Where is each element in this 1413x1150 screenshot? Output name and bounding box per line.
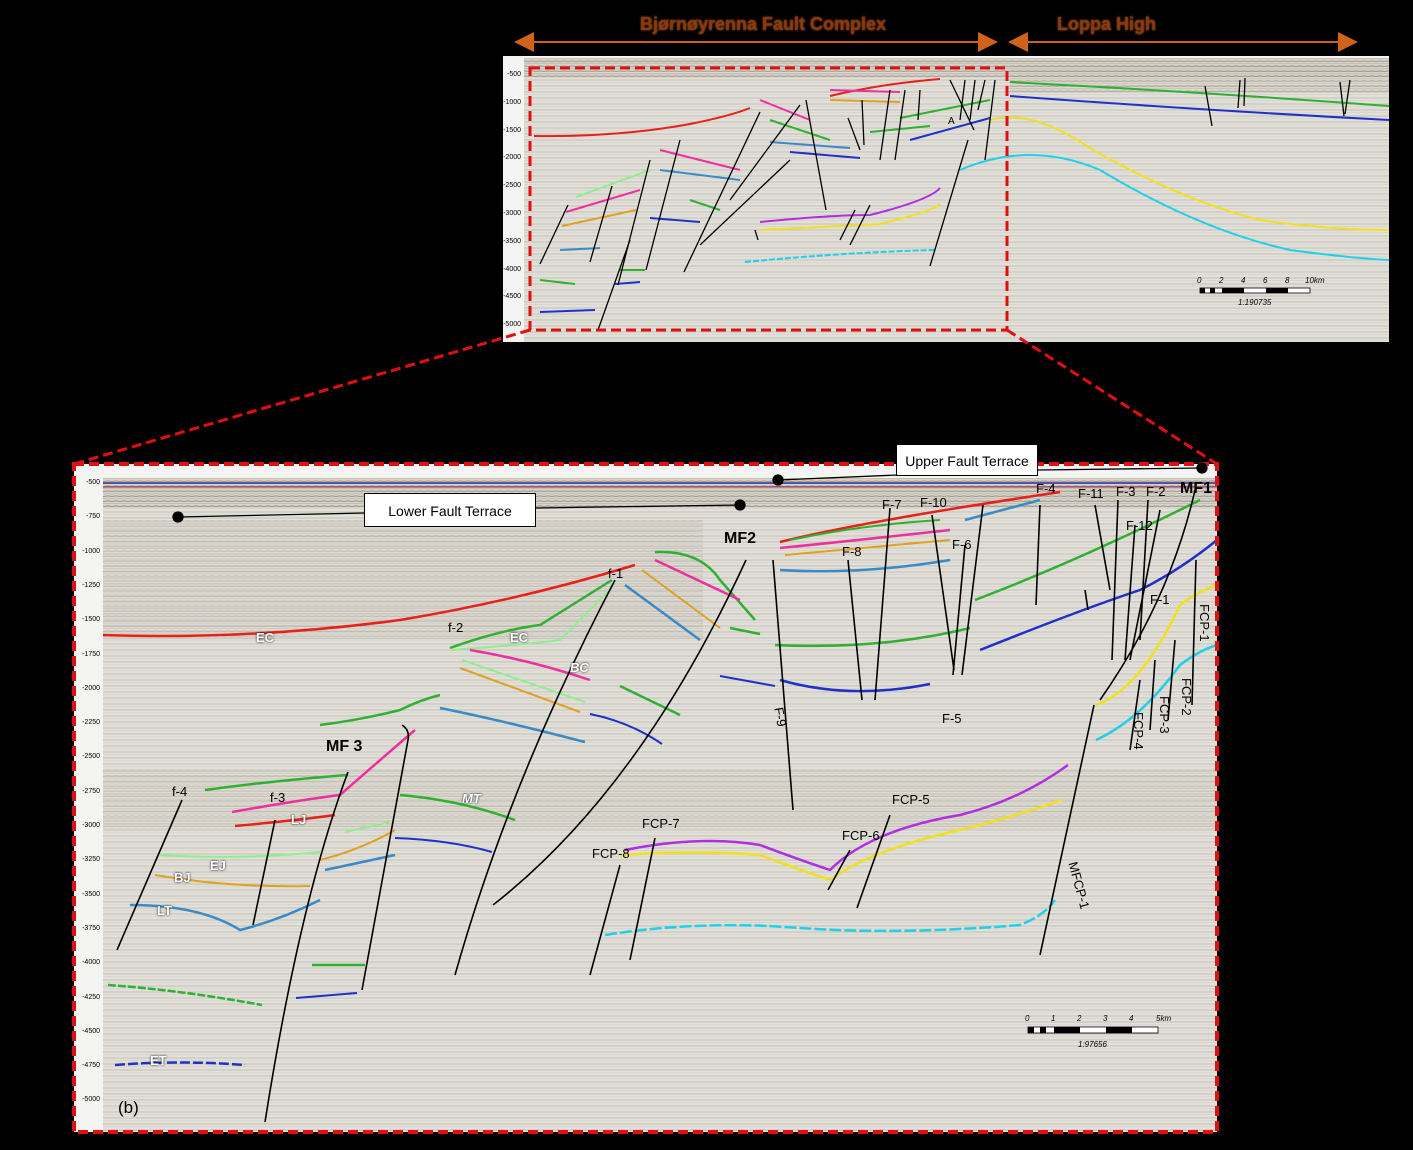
fault-label-FCP-3: FCP-3 bbox=[1157, 696, 1172, 734]
bottom-scale-tick-4: 4 bbox=[1129, 1014, 1134, 1023]
detail-seismic-panel bbox=[72, 462, 1219, 1134]
bottom-depth-tick: -4750 bbox=[82, 1062, 100, 1070]
upper-fault-terrace-callout: Upper Fault Terrace bbox=[896, 444, 1038, 476]
detail-frame bbox=[72, 462, 1219, 1134]
bottom-scale-tick-0: 0 bbox=[1025, 1014, 1030, 1023]
horizon-label-MT: MT bbox=[462, 791, 481, 806]
bottom-depth-tick: -4000 bbox=[82, 959, 100, 967]
fault-label-F-12: F-12 bbox=[1126, 518, 1153, 533]
top-scale-tick-2: 4 bbox=[1241, 276, 1246, 285]
fault-label-F-8: F-8 bbox=[842, 544, 862, 559]
bottom-depth-tick: -3500 bbox=[82, 890, 100, 898]
overview-seismic-panel: A bbox=[503, 56, 1390, 342]
top-depth-tick: -3500 bbox=[503, 237, 521, 245]
bottom-depth-tick: -1000 bbox=[82, 547, 100, 555]
bottom-depth-tick: -1250 bbox=[82, 581, 100, 589]
fault-label-F-7: F-7 bbox=[882, 497, 902, 512]
bottom-depth-tick: -500 bbox=[85, 479, 100, 486]
horizon-label-EC-2: EC bbox=[510, 630, 529, 645]
fault-label-F-3: F-3 bbox=[1116, 484, 1136, 499]
horizon-label-LT: LT bbox=[157, 903, 172, 918]
horizon-label-EC-1: EC bbox=[256, 630, 275, 645]
bottom-depth-tick: -3000 bbox=[82, 822, 100, 829]
bottom-scale-tick-3: 3 bbox=[1103, 1014, 1108, 1023]
bottom-depth-tick: -1500 bbox=[82, 616, 100, 624]
top-scale-bar bbox=[1199, 287, 1311, 294]
bottom-depth-tick: -2250 bbox=[82, 719, 100, 727]
bottom-depth-tick: -3250 bbox=[82, 856, 100, 864]
fault-label-F-2: F-2 bbox=[1146, 484, 1166, 499]
top-scale-tick-0: 0 bbox=[1197, 276, 1202, 285]
top-depth-tick: -4500 bbox=[503, 293, 521, 301]
top-depth-tick: -5000 bbox=[503, 321, 521, 329]
fault-label-F-10: F-10 bbox=[920, 495, 947, 510]
fault-label-FCP-2: FCP-2 bbox=[1179, 678, 1194, 716]
bottom-depth-tick: -2750 bbox=[82, 787, 100, 795]
horizon-label-BC: BC bbox=[570, 660, 589, 675]
bottom-depth-tick: -750 bbox=[85, 513, 100, 521]
top-scale-ratio: 1:190735 bbox=[1238, 298, 1272, 307]
top-depth-tick: -1000 bbox=[503, 98, 521, 106]
horizon-label-BJ: BJ bbox=[174, 870, 191, 885]
bottom-scale-ratio: 1:97656 bbox=[1078, 1040, 1107, 1049]
zoom-connectors bbox=[73, 328, 1218, 466]
lower-fault-terrace-callout: Lower Fault Terrace bbox=[364, 493, 536, 527]
fault-label-mf2: MF2 bbox=[724, 530, 756, 547]
bottom-depth-tick: -2000 bbox=[82, 684, 100, 692]
bottom-depth-tick: -5000 bbox=[82, 1096, 100, 1104]
bottom-scale-tick-1: 1 bbox=[1051, 1014, 1056, 1023]
fault-label-F-5: F-5 bbox=[942, 711, 962, 726]
top-depth-tick: -1500 bbox=[503, 126, 521, 134]
fault-label-F-6: F-6 bbox=[952, 537, 972, 552]
top-scale-tick-4: 8 bbox=[1285, 276, 1290, 285]
bottom-depth-tick: -3750 bbox=[82, 924, 100, 932]
fault-label-F-1: F-1 bbox=[1150, 592, 1170, 607]
horizon-label-EJ: EJ bbox=[210, 858, 226, 873]
horizon-label-LJ: LJ bbox=[291, 812, 307, 827]
top-depth-tick: -2500 bbox=[503, 182, 521, 190]
horizon-label-ET: ET bbox=[150, 1053, 167, 1068]
fault-label-f-2: f-2 bbox=[448, 620, 464, 635]
fault-label-mf3: MF 3 bbox=[326, 738, 363, 755]
fault-label-FCP-5: FCP-5 bbox=[892, 792, 930, 807]
zoom-box bbox=[528, 66, 1009, 332]
fault-label-FCP-6: FCP-6 bbox=[842, 828, 880, 843]
region-label-loppa-high: Loppa High bbox=[1057, 14, 1156, 34]
top-scale-tick-5: 10km bbox=[1305, 276, 1325, 285]
fault-label-F-11: F-11 bbox=[1078, 486, 1104, 501]
panel-b-label: (b) bbox=[118, 1098, 139, 1117]
region-label-bjornoyrenna: Bjørnøyrenna Fault Complex bbox=[640, 14, 887, 34]
bottom-depth-tick: -1750 bbox=[82, 650, 100, 658]
top-depth-tick: -4000 bbox=[503, 265, 521, 273]
fault-label-mf1: MF1 bbox=[1180, 480, 1212, 497]
fault-label-f-3: f-3 bbox=[270, 790, 286, 805]
fault-label-FCP-4: FCP-4 bbox=[1131, 712, 1146, 750]
bottom-scale-tick-2: 2 bbox=[1077, 1014, 1082, 1023]
fault-label-f-1: f-1 bbox=[608, 566, 624, 581]
fault-label-FCP-7: FCP-7 bbox=[642, 816, 680, 831]
bottom-depth-tick: -4250 bbox=[82, 993, 100, 1001]
top-scale-tick-1: 2 bbox=[1219, 276, 1224, 285]
bottom-scale-tick-5: 5km bbox=[1156, 1014, 1172, 1023]
top-depth-tick: -2000 bbox=[503, 154, 521, 162]
top-scale-tick-3: 6 bbox=[1263, 276, 1268, 285]
fault-label-f-4: f-4 bbox=[172, 784, 188, 799]
fault-label-F-4: F-4 bbox=[1036, 481, 1056, 496]
top-depth-tick: -3000 bbox=[503, 210, 521, 217]
bottom-depth-tick: -4500 bbox=[82, 1027, 100, 1035]
bottom-depth-tick: -2500 bbox=[82, 753, 100, 761]
bottom-scale-bar bbox=[1027, 1026, 1159, 1034]
fault-label-FCP-8: FCP-8 bbox=[592, 846, 630, 861]
fault-label-FCP-1: FCP-1 bbox=[1197, 604, 1212, 642]
fault-label-F-9: F-9 bbox=[771, 706, 790, 728]
top-depth-tick: -500 bbox=[506, 71, 521, 78]
top-marker-label: A bbox=[948, 116, 955, 127]
